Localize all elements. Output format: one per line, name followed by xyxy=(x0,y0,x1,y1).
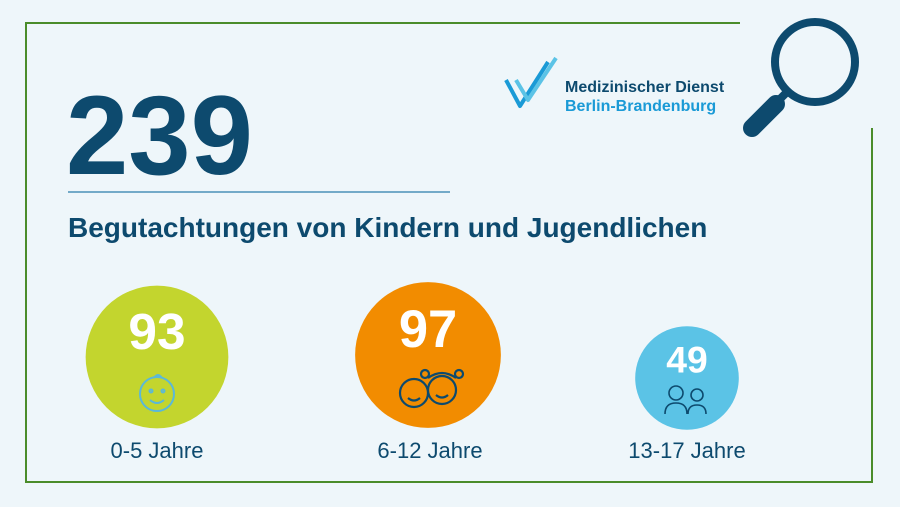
value-circle xyxy=(85,285,229,429)
value-label: 97 xyxy=(399,301,457,359)
teens-icon xyxy=(664,385,707,415)
baby-icon xyxy=(139,374,175,412)
total: 239 xyxy=(66,73,253,198)
value-circle xyxy=(635,326,739,430)
group-label: 0-5 Jahre xyxy=(111,438,204,463)
logo-line1: Medizinischer Dienst xyxy=(565,79,725,96)
group-label: 13-17 Jahre xyxy=(628,438,745,463)
magnifier-icon xyxy=(743,18,859,137)
value-circle xyxy=(355,282,501,428)
value-label: 93 xyxy=(128,302,185,360)
value-label: 49 xyxy=(666,338,707,380)
logo-mark xyxy=(504,56,558,108)
subtitle: Begutachtungen von Kindern und Jugendlic… xyxy=(68,212,707,243)
frame xyxy=(25,22,873,483)
groups: 93 0-5 Jahre 97 6-12 Jahre 49 13-17 Jahre xyxy=(85,282,746,463)
logo-line2: Berlin-Brandenburg xyxy=(565,98,716,115)
children-icon xyxy=(398,368,465,409)
group-label: 6-12 Jahre xyxy=(377,438,482,463)
